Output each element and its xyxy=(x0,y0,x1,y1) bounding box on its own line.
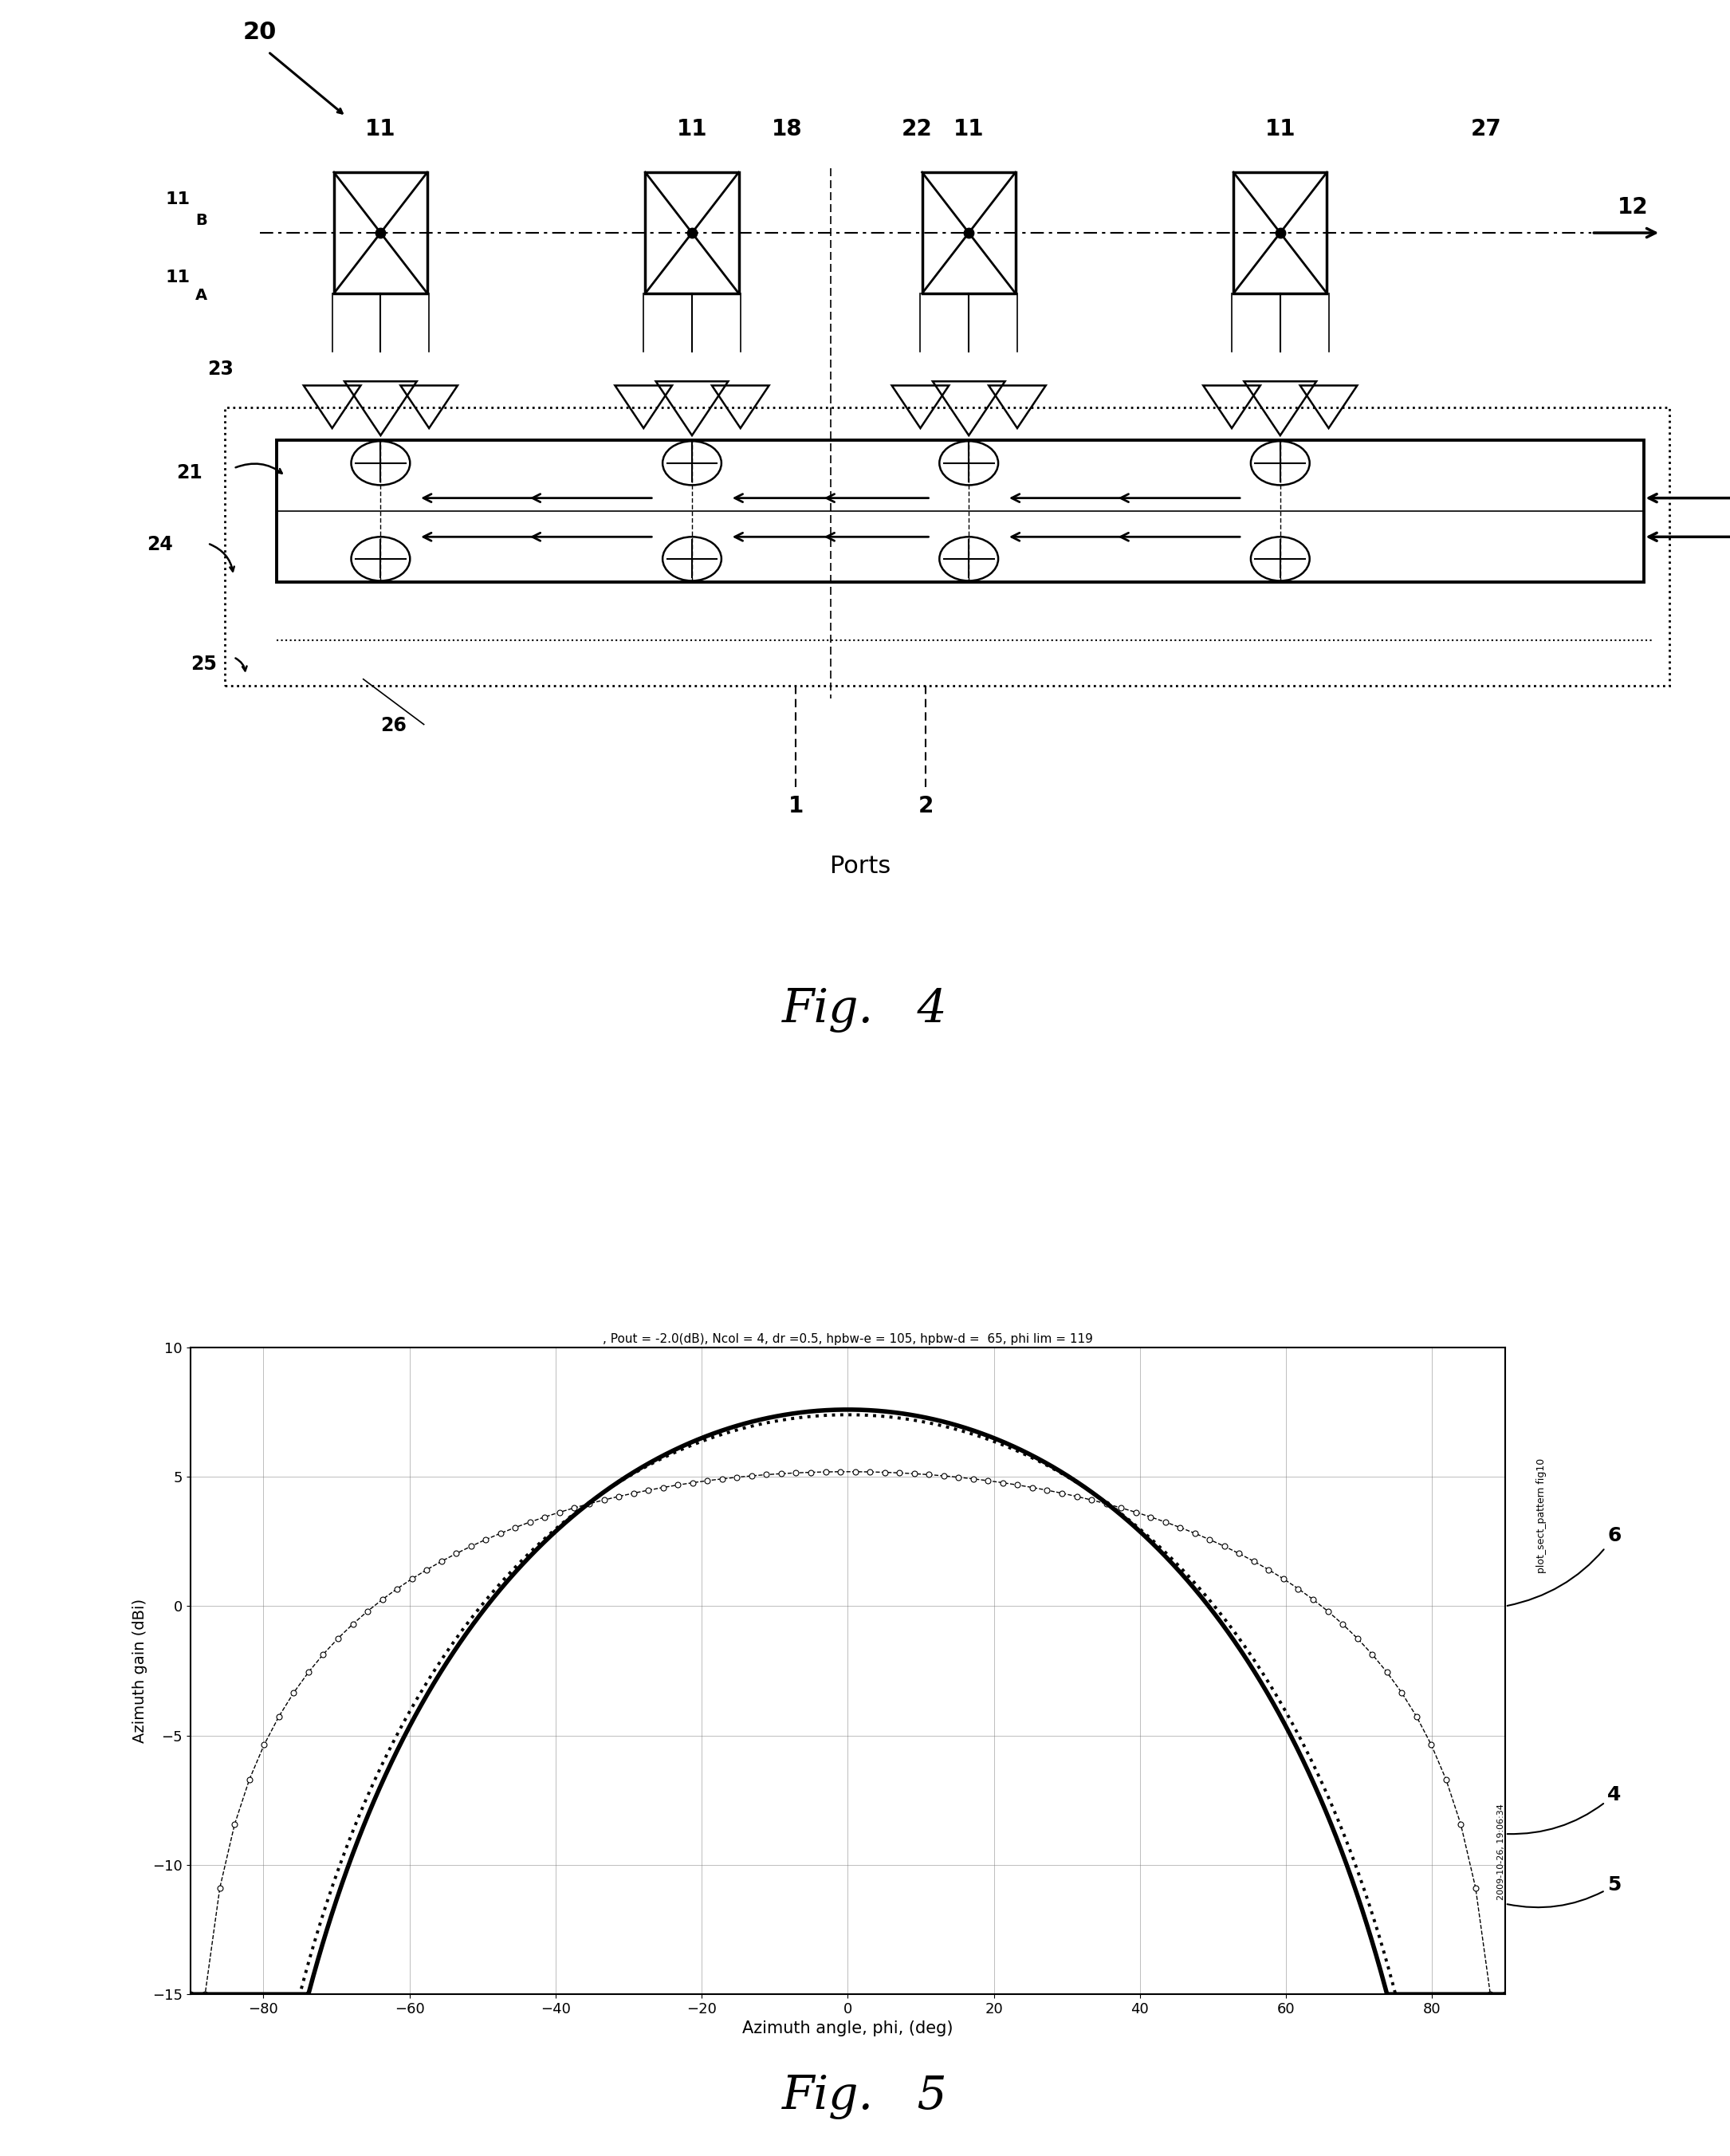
Text: 2009-10-26, 19:06:34: 2009-10-26, 19:06:34 xyxy=(1498,1805,1505,1899)
Text: 21: 21 xyxy=(176,464,202,483)
Bar xyxy=(277,440,1643,582)
Text: 2: 2 xyxy=(919,796,932,817)
Text: 12: 12 xyxy=(1618,196,1649,218)
Text: 11: 11 xyxy=(953,119,984,140)
Text: 11: 11 xyxy=(365,119,396,140)
Text: 20: 20 xyxy=(242,19,277,43)
Text: 22: 22 xyxy=(901,119,932,140)
Text: 24: 24 xyxy=(147,535,173,554)
Bar xyxy=(922,172,1016,293)
Bar xyxy=(1233,172,1327,293)
X-axis label: Azimuth angle, phi, (deg): Azimuth angle, phi, (deg) xyxy=(742,2020,953,2037)
Text: 4: 4 xyxy=(1507,1785,1621,1835)
Text: 27: 27 xyxy=(1470,119,1502,140)
Text: B: B xyxy=(195,213,208,229)
Y-axis label: Azimuth gain (dBi): Azimuth gain (dBi) xyxy=(133,1600,147,1742)
Text: 25: 25 xyxy=(190,655,216,675)
Text: 11: 11 xyxy=(676,119,708,140)
Text: 11: 11 xyxy=(1265,119,1296,140)
Text: 26: 26 xyxy=(381,716,407,735)
Text: 23: 23 xyxy=(208,360,234,379)
Text: 5: 5 xyxy=(1507,1876,1621,1908)
Bar xyxy=(645,172,739,293)
Text: Ports: Ports xyxy=(830,854,891,877)
Text: 11: 11 xyxy=(166,192,190,207)
Text: 11: 11 xyxy=(166,270,190,285)
Bar xyxy=(334,172,427,293)
Title: , Pout = -2.0(dB), Ncol = 4, dr =0.5, hpbw-e = 105, hpbw-d =  65, phi lim = 119: , Pout = -2.0(dB), Ncol = 4, dr =0.5, hp… xyxy=(602,1335,1093,1345)
Text: 18: 18 xyxy=(772,119,803,140)
Text: A: A xyxy=(195,289,208,304)
Bar xyxy=(225,407,1669,686)
Text: plot_sect_pattern fig10: plot_sect_pattern fig10 xyxy=(1536,1457,1547,1574)
Text: Fig.   5: Fig. 5 xyxy=(782,2074,948,2119)
Text: 1: 1 xyxy=(789,796,803,817)
Text: Fig.   4: Fig. 4 xyxy=(782,987,948,1033)
Text: 6: 6 xyxy=(1507,1526,1621,1606)
